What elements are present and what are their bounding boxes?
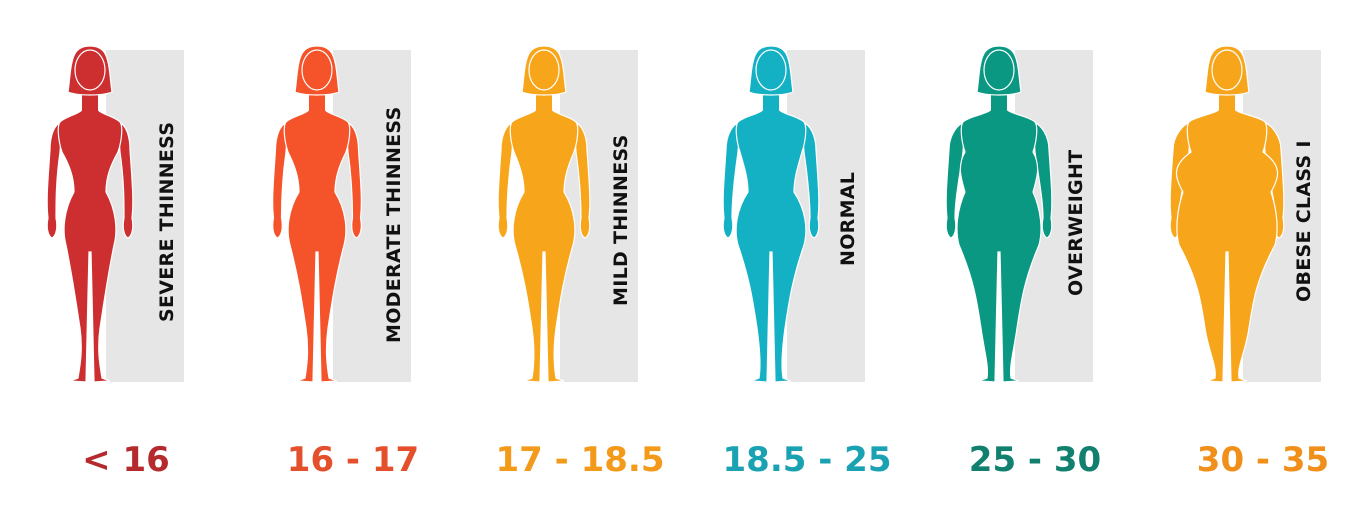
bmi-range: 16 - 17 — [286, 440, 420, 480]
body-silhouette-icon — [497, 45, 591, 383]
bmi-range: 17 - 18.5 — [495, 440, 665, 480]
category-panel — [333, 50, 411, 382]
bmi-category: MODERATE THINNESS 16 - 17 — [243, 0, 463, 516]
bmi-category: SEVERE THINNESS < 16 — [16, 0, 236, 516]
category-label: MODERATE THINNESS — [383, 106, 405, 343]
bmi-range: 30 - 35 — [1196, 440, 1330, 480]
category-label: NORMAL — [837, 171, 859, 266]
body-silhouette-icon — [1169, 45, 1285, 383]
bmi-category: MILD THINNESS 17 - 18.5 — [470, 0, 690, 516]
bmi-range: 25 - 30 — [968, 440, 1102, 480]
category-panel — [106, 50, 184, 382]
bmi-range: 18.5 - 25 — [722, 440, 892, 480]
body-silhouette-icon — [722, 45, 820, 383]
category-label: OVERWEIGHT — [1065, 149, 1087, 296]
category-label: SEVERE THINNESS — [156, 121, 178, 322]
bmi-category: NORMAL 18.5 - 25 — [697, 0, 917, 516]
bmi-category: OVERWEIGHT 25 - 30 — [925, 0, 1145, 516]
bmi-range: < 16 — [82, 440, 170, 480]
category-label: OBESE CLASS I — [1293, 140, 1315, 302]
category-label: MILD THINNESS — [610, 134, 632, 306]
bmi-category: OBESE CLASS I 30 - 35 — [1153, 0, 1352, 516]
body-silhouette-icon — [945, 45, 1053, 383]
body-silhouette-icon — [46, 45, 134, 383]
body-silhouette-icon — [272, 45, 362, 383]
